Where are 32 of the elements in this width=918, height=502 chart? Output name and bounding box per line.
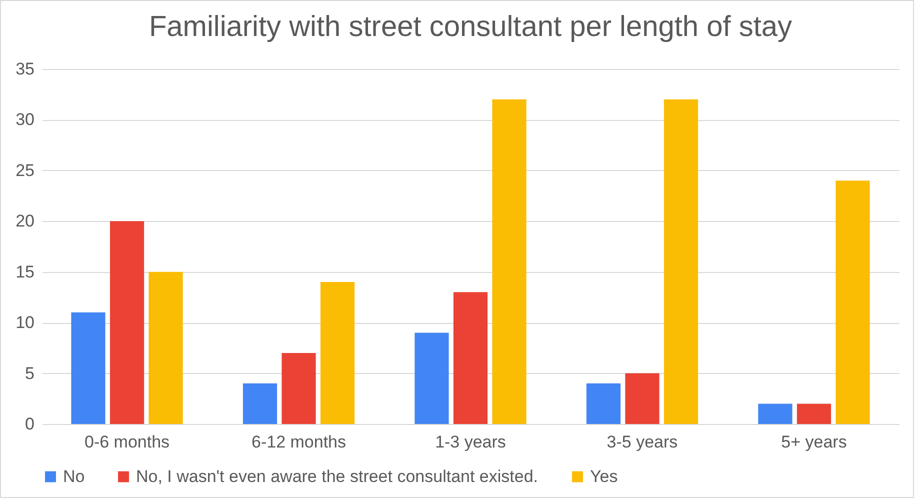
bar xyxy=(836,180,870,424)
chart-title: Familiarity with street consultant per length of stay xyxy=(148,11,793,43)
bar xyxy=(758,404,792,424)
y-tick-label: 0 xyxy=(25,414,34,434)
bar xyxy=(71,312,106,424)
legend-label: No, I wasn't even aware the street consultant existed. xyxy=(136,466,538,486)
bar xyxy=(414,332,449,424)
bar xyxy=(796,404,832,424)
x-tick-label: 1-3 years xyxy=(435,432,506,452)
y-tick-label: 5 xyxy=(25,364,34,383)
y-tick-label: 35 xyxy=(16,60,34,78)
y-tick-label: 10 xyxy=(16,313,34,332)
bar xyxy=(320,282,355,424)
y-tick-label: 30 xyxy=(16,110,34,130)
bar xyxy=(110,221,144,424)
bar xyxy=(664,99,698,424)
bar xyxy=(492,99,526,424)
x-tick-label: 6-12 months xyxy=(252,432,346,452)
y-tick-label: 15 xyxy=(16,262,34,282)
bar xyxy=(453,292,488,424)
x-tick-label: 3-5 years xyxy=(606,432,678,452)
bar xyxy=(625,373,660,424)
legend-label: Yes xyxy=(590,466,618,486)
y-tick-label: 25 xyxy=(16,160,34,180)
bar xyxy=(242,383,278,424)
bar xyxy=(586,383,621,424)
x-tick-label: 5+ years xyxy=(781,432,847,452)
x-tick-label: 0-6 months xyxy=(84,432,170,452)
bar xyxy=(148,272,183,424)
legend-label: No xyxy=(63,466,85,486)
bar xyxy=(282,353,316,424)
y-tick-label: 20 xyxy=(16,212,34,231)
